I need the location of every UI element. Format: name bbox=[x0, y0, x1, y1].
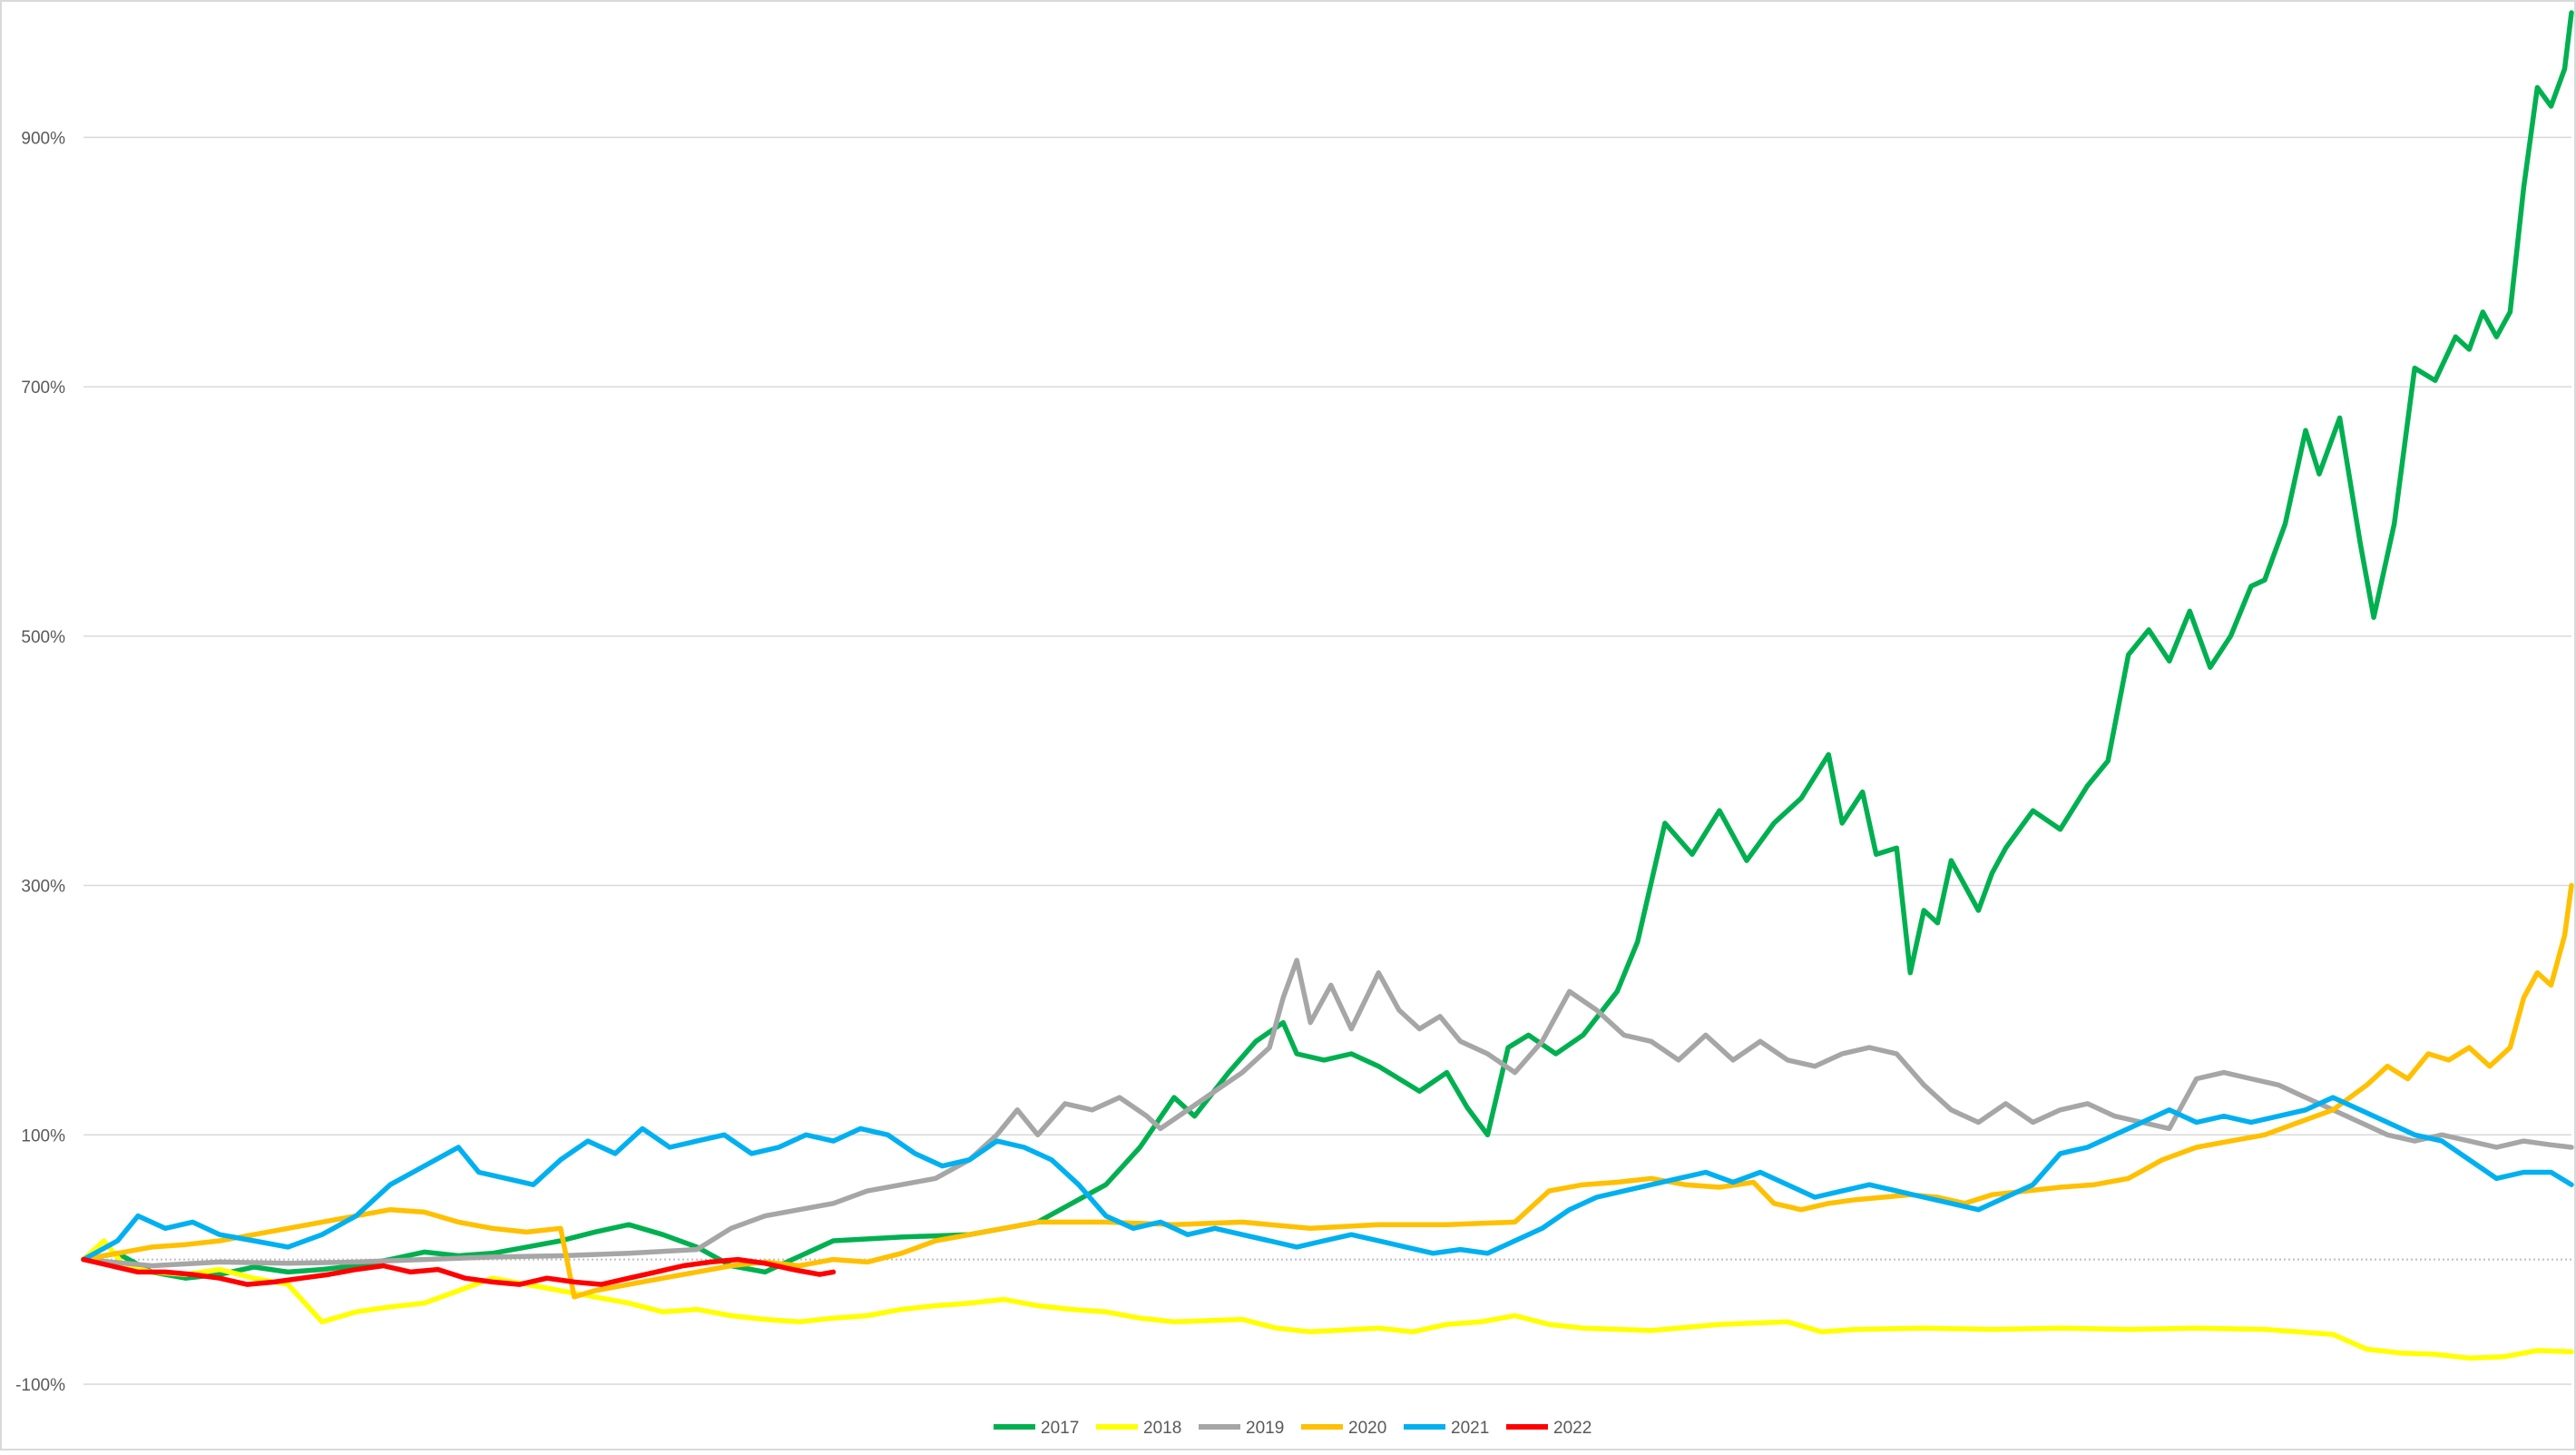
legend: 2017 2018 2019 2020 2021 2022 bbox=[994, 1419, 1592, 1438]
series-line-2017 bbox=[81, 10, 2574, 1281]
legend-label-2021: 2021 bbox=[1451, 1419, 1489, 1438]
legend-label-2018: 2018 bbox=[1143, 1419, 1181, 1438]
y-tick-label: 300% bbox=[21, 878, 65, 897]
y-tick-label: 100% bbox=[21, 1126, 65, 1145]
legend-label-2022: 2022 bbox=[1553, 1419, 1592, 1438]
y-tick-label: 500% bbox=[21, 628, 65, 647]
series-line-2018 bbox=[81, 1238, 2574, 1361]
series-line-2019 bbox=[81, 958, 2574, 1269]
series-line-2021 bbox=[81, 1095, 2574, 1263]
y-tick-label: 900% bbox=[21, 129, 65, 148]
y-tick-label: -100% bbox=[15, 1376, 65, 1395]
series-lines bbox=[81, 10, 2574, 1361]
y-tick-label: 700% bbox=[21, 378, 65, 398]
legend-label-2020: 2020 bbox=[1348, 1419, 1386, 1438]
gridlines bbox=[83, 136, 2571, 1385]
series-line-2020 bbox=[81, 882, 2574, 1300]
legend-label-2019: 2019 bbox=[1246, 1419, 1284, 1438]
legend-label-2017: 2017 bbox=[1041, 1419, 1079, 1438]
series-line-2022 bbox=[81, 1256, 837, 1287]
y-axis-tick-labels: -100% 100% 300% 500% 700% 900% bbox=[15, 129, 65, 1395]
